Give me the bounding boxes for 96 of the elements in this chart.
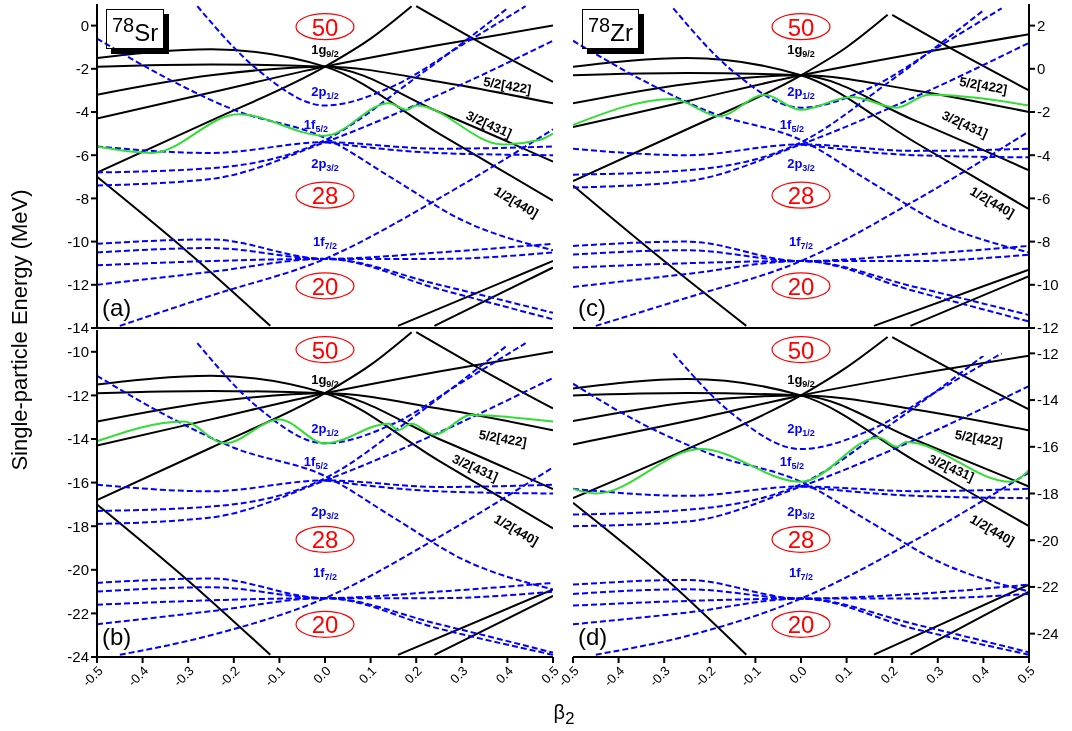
annotation: 1f$_{5/2}$	[303, 116, 328, 134]
annotation: 1f$_{5/2}$	[303, 453, 328, 471]
y-tick-label: -14	[67, 319, 89, 337]
y-tick-label: -8	[75, 189, 89, 207]
annotation: 1f$_{7/2}$	[788, 564, 814, 582]
x-tick-label: 0.3	[447, 663, 471, 687]
annotation: 1g$_{9/2}$	[787, 371, 815, 390]
annotation: 5/2[422]	[958, 73, 1009, 97]
y-tick-label: -6	[75, 146, 89, 164]
annotation: 1g$_{9/2}$	[787, 41, 815, 60]
y-tick-label: -4	[1037, 146, 1051, 164]
x-tick-label: -0.2	[216, 663, 243, 690]
y-tick-label: -18	[67, 517, 89, 535]
annotation: 20	[311, 272, 339, 300]
x-tick-label: 0.4	[492, 663, 517, 687]
x-tick-label: 0.5	[1014, 663, 1038, 687]
annotation: 1f$_{7/2}$	[788, 233, 814, 251]
annotation: 20	[311, 610, 339, 638]
y-tick-label: -12	[67, 386, 89, 404]
annotation: (b)	[102, 623, 132, 651]
x-tick-label: -0.3	[646, 663, 673, 690]
annotation: 28	[787, 181, 815, 209]
y-tick-label: -10	[67, 232, 89, 250]
y-tick-label: 0	[80, 16, 89, 34]
annotation: 2p$_{3/2}$	[787, 503, 815, 522]
x-tick-label: 0.4	[968, 663, 993, 687]
x-tick-label: -0.4	[124, 663, 152, 690]
annotation: 5/2[422]	[482, 73, 533, 97]
y-tick-label: -12	[1037, 319, 1059, 337]
annotation: 28	[311, 525, 339, 553]
y-tick-label: 0	[1037, 60, 1046, 78]
x-tick-label: -0.4	[600, 663, 628, 690]
annotation: $^{78}$Zr	[582, 9, 639, 49]
annotation: 2p$_{3/2}$	[787, 155, 815, 173]
annotation: 20	[787, 272, 815, 300]
y-tick-label: -2	[75, 60, 89, 78]
x-tick-label: -0.2	[692, 663, 719, 690]
annotation: 2p$_{1/2}$	[311, 83, 339, 102]
y-tick-label: -14	[1037, 391, 1059, 409]
x-tick-label: 0.0	[786, 663, 810, 687]
annotation: (a)	[102, 294, 132, 322]
annotation: (c)	[578, 294, 606, 322]
y-tick-label: -20	[67, 561, 89, 579]
y-tick-label: -6	[1037, 189, 1051, 207]
y-tick-label: -2	[1037, 103, 1051, 121]
annotation: 5/2[422]	[953, 426, 1004, 450]
y-tick-label: -12	[67, 276, 89, 294]
annotation: 1f$_{7/2}$	[312, 564, 338, 582]
annotation: 20	[787, 610, 815, 638]
y-tick-label: -22	[1037, 578, 1059, 596]
annotation: 50	[787, 336, 815, 364]
annotation: 1f$_{5/2}$	[779, 116, 804, 134]
x-tick-label: 0.3	[923, 663, 947, 687]
annotation: 5/2[422]	[477, 426, 528, 450]
x-tick-label: -0.3	[170, 663, 197, 690]
y-tick-label: 2	[1037, 16, 1046, 34]
annotation: 2p$_{3/2}$	[311, 155, 339, 173]
annotation: 1g$_{9/2}$	[311, 371, 339, 390]
x-tick-label: -0.1	[737, 663, 765, 690]
annotation: 50	[311, 336, 339, 364]
x-tick-label: 0.0	[310, 663, 334, 687]
annotation: 28	[787, 525, 815, 553]
annotation: (d)	[578, 623, 608, 651]
annotation: 2p$_{1/2}$	[787, 420, 815, 439]
annotation: 28	[311, 181, 339, 209]
y-tick-label: -4	[75, 103, 89, 121]
y-tick-label: -16	[67, 473, 89, 491]
y-axis-title: Single-particle Energy (MeV)	[7, 189, 33, 471]
y-tick-label: -18	[1037, 484, 1059, 502]
y-tick-label: -20	[1037, 531, 1059, 549]
x-tick-label: -0.5	[79, 663, 106, 690]
y-tick-label: -12	[1037, 344, 1059, 362]
y-tick-label: -22	[67, 604, 89, 622]
x-tick-label: 0.1	[831, 663, 856, 687]
x-tick-label: 0.1	[355, 663, 380, 687]
annotation: 50	[311, 13, 339, 41]
annotation: 2p$_{3/2}$	[311, 503, 339, 522]
annotation: 2p$_{1/2}$	[311, 420, 339, 439]
annotation: 2p$_{1/2}$	[787, 83, 815, 102]
annotation: 1f$_{5/2}$	[779, 453, 804, 471]
y-tick-label: -24	[1037, 624, 1059, 642]
x-tick-label: 0.2	[877, 663, 901, 687]
y-tick-label: -10	[1037, 276, 1059, 294]
y-tick-label: -24	[67, 648, 89, 666]
x-tick-label: 0.5	[538, 663, 562, 687]
y-tick-label: -8	[1037, 232, 1051, 250]
y-tick-label: -10	[67, 343, 89, 361]
annotation: 1f$_{7/2}$	[312, 233, 338, 251]
annotation: $^{78}$Sr	[106, 9, 165, 49]
x-axis-title: β$_{2}$	[553, 700, 575, 730]
annotation: 1g$_{9/2}$	[311, 41, 339, 60]
x-tick-label: -0.1	[261, 663, 289, 690]
y-tick-label: -14	[67, 430, 89, 448]
annotation: 50	[787, 13, 815, 41]
x-tick-label: 0.2	[401, 663, 425, 687]
y-tick-label: -16	[1037, 438, 1059, 456]
